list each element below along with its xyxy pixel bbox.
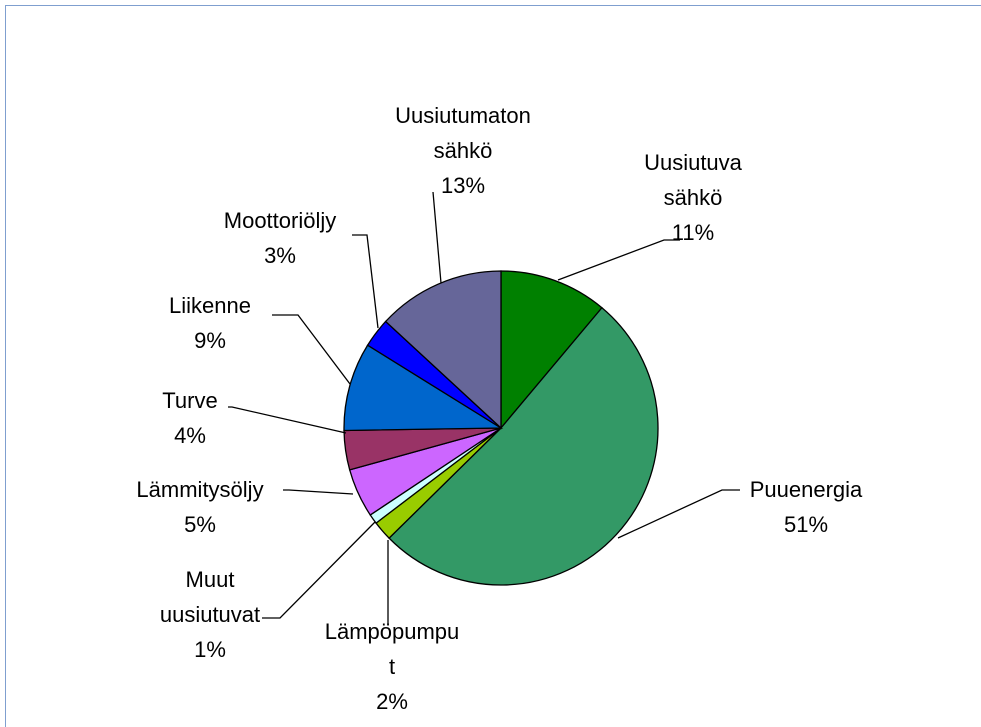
value-label: 1% (194, 637, 226, 662)
category-label: Moottoriöljy (223, 208, 337, 233)
category-label: Turve (162, 388, 218, 413)
data-label: Turve 4% (162, 383, 217, 453)
pie-slice (500, 270, 603, 430)
leader-line (432, 191, 442, 284)
value-label: 13% (440, 173, 486, 198)
leader-line (228, 406, 347, 434)
leader-line (557, 239, 680, 281)
frame (5, 5, 981, 727)
value-label: 4% (174, 423, 206, 448)
leader-line (262, 521, 376, 619)
value-label: 5% (184, 512, 216, 537)
value-label: 11% (671, 220, 715, 245)
leader-line (352, 234, 379, 329)
category-label: Lämmitysöljy (136, 477, 264, 502)
value-label: 9% (194, 328, 226, 353)
data-label: Uusiutuva sähkö 11% (633, 145, 753, 250)
category-label: Uusiutuva sähkö (644, 150, 742, 210)
data-label: Lämpöpumput 2% (325, 614, 460, 719)
value-label: 2% (376, 689, 408, 714)
leader-line (617, 489, 740, 539)
category-label: Puuenergia (749, 477, 863, 502)
data-label: Uusiutumaton sähkö 13% (383, 98, 543, 203)
value-label: 3% (264, 243, 296, 268)
pie-slice (388, 306, 659, 586)
value-label: 51% (783, 512, 829, 537)
data-label: Liikenne 9% (169, 288, 251, 358)
data-label: Lämmitysöljy 5% (136, 472, 263, 542)
data-label: Puuenergia 51% (750, 472, 863, 542)
pie-slice (384, 270, 502, 430)
category-label: Lämpöpumput (324, 619, 460, 679)
leader-line (272, 314, 351, 385)
category-label: Muut uusiutuvat (159, 567, 261, 627)
leader-line (283, 489, 354, 495)
category-label: Liikenne (169, 293, 251, 318)
category-label: Uusiutumaton sähkö (395, 103, 531, 163)
data-label: Moottoriöljy 3% (224, 203, 336, 273)
data-label: Muut uusiutuvat 1% (140, 562, 280, 667)
pie-slice (343, 344, 504, 432)
